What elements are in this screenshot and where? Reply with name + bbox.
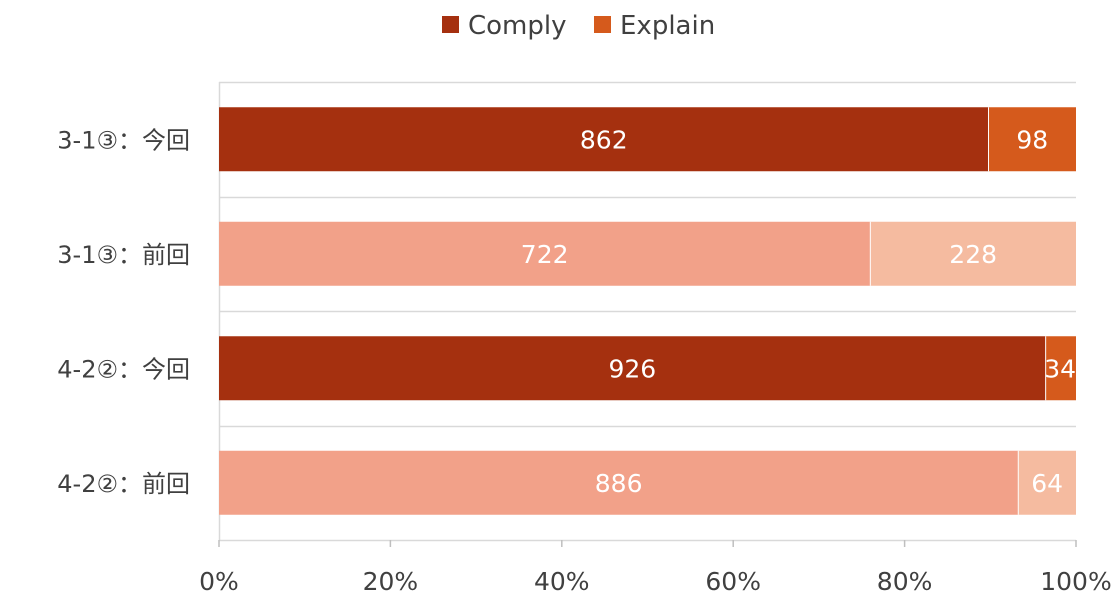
category-label: 3-1③：今回 (57, 126, 190, 154)
bar-segment-comply (219, 450, 1019, 515)
bar-segment-explain (870, 221, 1076, 286)
x-tick-label: 40% (534, 567, 590, 593)
data-label-comply: 862 (580, 125, 628, 154)
legend-label-explain: Explain (620, 11, 715, 41)
bar-segment-explain (1018, 450, 1076, 515)
data-label-explain: 64 (1031, 469, 1063, 498)
data-labels: 862 98 722 228 926 34 886 64 (521, 125, 1076, 498)
data-label-comply: 886 (595, 469, 643, 498)
data-label-comply: 722 (521, 240, 569, 269)
legend: Comply Explain (442, 11, 715, 41)
x-tick-label: 100% (1040, 567, 1111, 593)
data-label-explain: 34 (1044, 354, 1076, 383)
bar-segment-explain (1045, 336, 1076, 401)
category-label: 4-2②：今回 (57, 355, 190, 383)
bar-segment-comply (219, 221, 871, 286)
bars (219, 107, 1076, 515)
data-label-comply: 926 (608, 354, 656, 383)
x-axis: 0% 20% 40% 60% 80% 100% (199, 540, 1112, 593)
legend-label-comply: Comply (468, 11, 567, 41)
category-labels: 3-1③：今回 3-1③：前回 4-2②：今回 4-2②：前回 (57, 126, 190, 498)
bar-segment-explain (988, 107, 1076, 172)
category-label: 4-2②：前回 (57, 470, 190, 498)
x-tick-label: 0% (199, 567, 239, 593)
bar-segment-comply (219, 107, 989, 172)
x-tick-label: 80% (877, 567, 933, 593)
data-label-explain: 228 (949, 240, 997, 269)
legend-swatch-comply (442, 16, 459, 33)
x-tick-label: 20% (363, 567, 419, 593)
legend-swatch-explain (594, 16, 611, 33)
data-label-explain: 98 (1016, 125, 1048, 154)
bar-segment-comply (219, 336, 1046, 401)
x-tick-label: 60% (705, 567, 761, 593)
category-label: 3-1③：前回 (57, 241, 190, 269)
